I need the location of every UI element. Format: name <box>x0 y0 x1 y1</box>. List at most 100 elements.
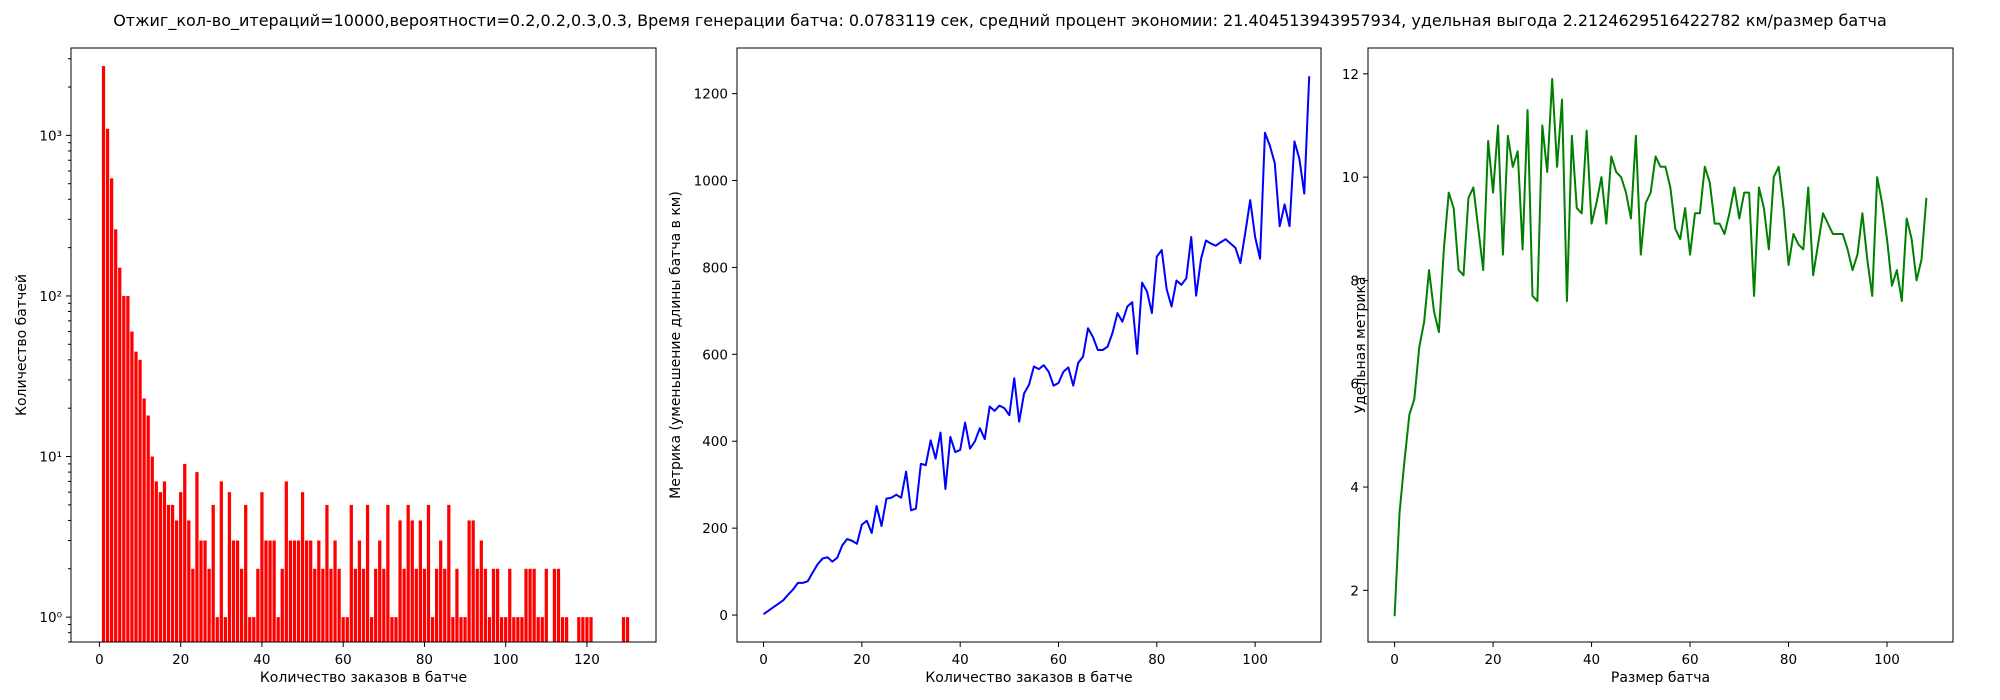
bar <box>353 568 357 642</box>
bar <box>166 504 171 642</box>
bar <box>252 617 256 642</box>
bar <box>365 504 370 642</box>
bar <box>110 178 114 642</box>
bar <box>536 617 540 642</box>
x-tick-label: 20 <box>172 652 189 668</box>
x-tick-label: 100 <box>1242 652 1268 668</box>
bar <box>292 540 297 642</box>
bar <box>581 617 585 642</box>
bar <box>532 568 536 642</box>
y-axis-label: Удельная метрика <box>1353 277 1369 414</box>
series-line <box>1393 77 1928 617</box>
y-tick-label: 2 <box>1350 583 1359 599</box>
y-tick-label: 10² <box>39 289 62 305</box>
bar <box>162 481 167 642</box>
bar <box>288 540 292 642</box>
bar <box>284 481 288 642</box>
chart-panel-2: 0 20 40 60 80 100020040060080010001200Количес… <box>668 47 1322 686</box>
bar <box>175 520 179 642</box>
x-tick-label: 80 <box>1148 652 1165 668</box>
bar <box>179 492 183 642</box>
bar <box>142 398 146 642</box>
x-tick-label: 0 <box>1390 652 1399 668</box>
bar <box>398 520 402 642</box>
bar <box>508 568 512 642</box>
bar <box>235 540 240 642</box>
bar <box>540 617 544 642</box>
bar <box>504 617 508 642</box>
bar <box>443 568 447 642</box>
bar <box>528 568 532 642</box>
bar <box>231 540 236 642</box>
figure-title: Отжиг_кол-во_итераций=10000,вероятности=… <box>113 11 1887 30</box>
bar <box>300 492 305 642</box>
bar <box>118 267 122 642</box>
bar <box>309 540 313 642</box>
bar <box>150 456 154 642</box>
bar <box>402 568 406 642</box>
bar <box>134 351 138 642</box>
chart-panel-3: 0 20 40 60 80 100 2 4 6 8 10 12 Размер батча Удельная… <box>1342 47 1954 686</box>
bar <box>337 568 341 642</box>
bar <box>451 617 455 642</box>
bar <box>585 617 589 642</box>
bar <box>565 617 569 642</box>
bar <box>556 568 561 642</box>
bar <box>154 481 158 642</box>
bar <box>219 481 223 642</box>
y-tick-label: 4 <box>1350 480 1359 496</box>
bar <box>621 617 626 642</box>
x-tick-label: 60 <box>1050 652 1067 668</box>
bar <box>345 617 349 642</box>
plot-frame <box>1367 47 1954 643</box>
bar <box>313 568 317 642</box>
y-tick-label: 10 <box>1342 170 1359 186</box>
x-tick-label: 60 <box>1681 652 1698 668</box>
bar <box>170 504 175 642</box>
x-axis-label: Количество заказов в батче <box>925 670 1132 686</box>
bar <box>195 472 199 642</box>
x-tick-label: 80 <box>416 652 433 668</box>
series-line <box>762 76 1311 616</box>
bar <box>260 492 264 642</box>
y-tick-label: 12 <box>1342 67 1359 83</box>
bar <box>329 568 333 642</box>
bar <box>447 504 451 642</box>
bar <box>114 229 118 642</box>
bar <box>317 540 321 642</box>
bar <box>126 295 130 642</box>
x-tick-label: 80 <box>1780 652 1797 668</box>
y-tick-label: 10¹ <box>39 450 62 466</box>
bar <box>105 128 110 643</box>
bar <box>520 617 524 642</box>
bar <box>422 568 427 642</box>
bar <box>589 617 593 642</box>
x-tick-label: 120 <box>574 652 600 668</box>
y-tick-label: 0 <box>719 608 728 624</box>
bar <box>264 540 268 642</box>
bar <box>495 568 500 642</box>
bar <box>512 617 516 642</box>
bar <box>410 520 414 642</box>
bar <box>207 568 211 642</box>
y-tick-label: 1000 <box>694 174 728 190</box>
bar <box>122 295 126 642</box>
bar <box>430 617 435 642</box>
bar <box>374 568 378 642</box>
bar <box>382 568 386 642</box>
bar <box>479 540 483 642</box>
x-tick-label: 20 <box>1484 652 1501 668</box>
bar <box>296 540 301 642</box>
chart-panel-1: 0 20 40 60 80 100 120 10⁰ 10¹ 10² 10³ Количество за… <box>14 47 657 686</box>
bar <box>378 540 382 642</box>
bar <box>471 520 475 642</box>
bar <box>146 415 150 642</box>
bar <box>223 617 227 642</box>
x-axis-label: Количество заказов в батче <box>260 670 467 686</box>
bar <box>418 520 422 642</box>
bar <box>406 504 410 642</box>
x-tick-label: 40 <box>253 652 270 668</box>
bar <box>390 617 394 642</box>
plot-frame <box>736 47 1322 643</box>
